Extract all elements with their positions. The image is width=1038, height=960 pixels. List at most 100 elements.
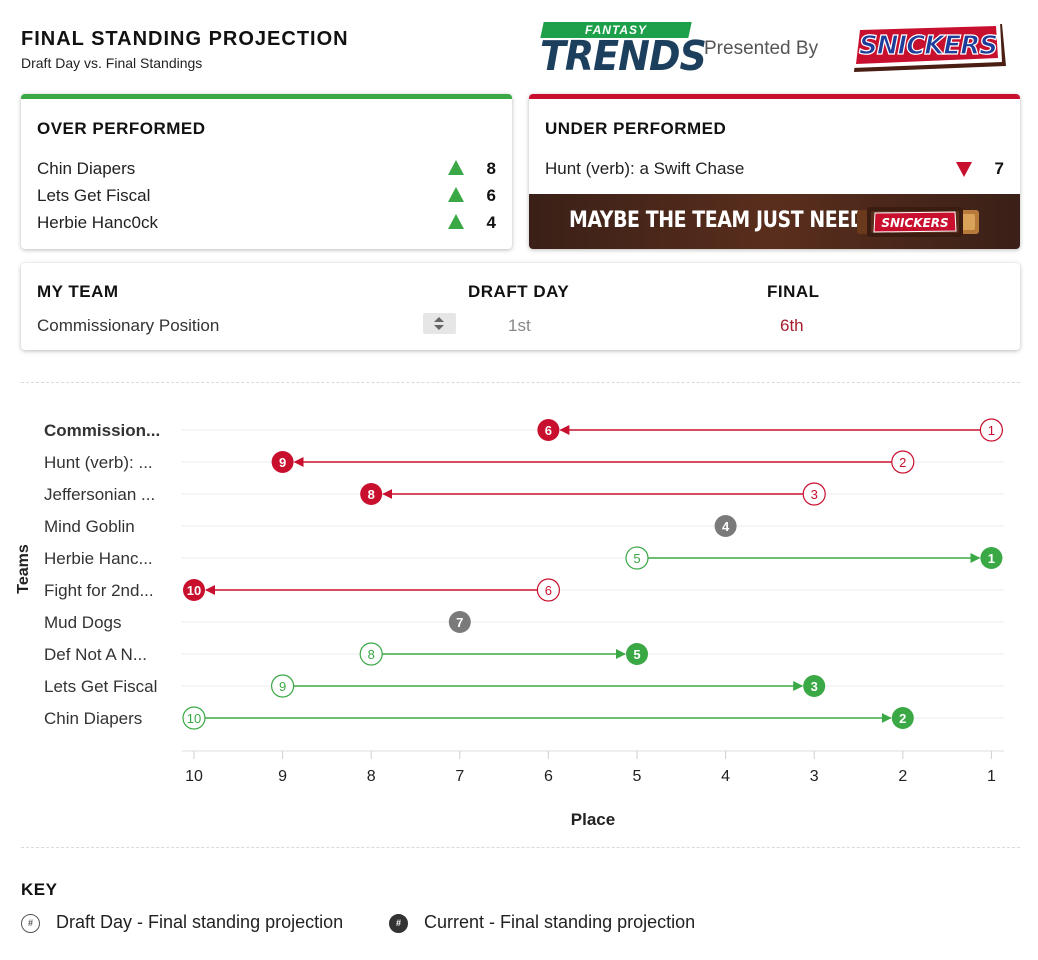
up-arrow-icon [448, 214, 464, 229]
places-gained: 4 [486, 213, 496, 232]
final-point [271, 451, 294, 473]
over-performed-row: Herbie Hanc0ck 4 [37, 210, 496, 237]
over-performed-title: OVER PERFORMED [37, 119, 206, 138]
fantasy-trends-logo[interactable]: FANTASY TRENDS [540, 20, 707, 80]
banner-text: MAYBE THE TEAM JUST NEEDS A [569, 208, 899, 233]
draft-day-point [891, 450, 915, 474]
team-label: Lets Get Fiscal [44, 677, 157, 696]
my-team-header: MY TEAM [37, 282, 119, 301]
page-title: FINAL STANDING PROJECTION [21, 28, 349, 50]
team-labels: Commission... Hunt (verb): ... Jeffersonia… [44, 421, 160, 728]
logo-main-text: TRENDS [540, 32, 707, 80]
under-performed-card: UNDER PERFORMED Hunt (verb): a Swift Cha… [529, 94, 1020, 249]
final-point [980, 547, 1003, 569]
team-label: Chin Diapers [44, 709, 142, 728]
final-point-label: 1 [988, 551, 995, 566]
team-name: Hunt (verb): a Swift Chase [545, 159, 745, 178]
final-point-label: 5 [633, 647, 640, 662]
places-lost: 7 [994, 159, 1004, 178]
divider [21, 382, 1020, 383]
my-team-name: Commissionary Position [37, 316, 220, 335]
team-label: Fight for 2nd... [44, 581, 154, 600]
draft-day-point [359, 642, 383, 666]
draft-day-point-label: 1 [988, 423, 995, 438]
final-point-label: 9 [279, 455, 286, 470]
team-name: Lets Get Fiscal [37, 186, 151, 205]
under-performed-row: Hunt (verb): a Swift Chase 7 [545, 156, 1004, 183]
x-tick-label: 6 [544, 768, 553, 785]
team-label: Commission... [44, 421, 160, 440]
draft-day-header: DRAFT DAY [468, 282, 570, 301]
team-label: Hunt (verb): ... [44, 453, 153, 472]
my-team-card: MY TEAM DRAFT DAY FINAL Commissionary Po… [21, 263, 1020, 350]
presented-by-text: Presented By [704, 38, 819, 59]
draft-day-point-label: 9 [279, 679, 286, 694]
final-point-label: 8 [368, 487, 375, 502]
draft-day-point [536, 578, 561, 602]
final-point [360, 483, 383, 505]
bar-wrapper-text: SNICKERS [881, 216, 948, 230]
team-label: Mud Dogs [44, 613, 121, 632]
page-header: FINAL STANDING PROJECTION Draft Day vs. … [21, 28, 349, 71]
draft-day-point [625, 546, 649, 570]
current-key-label: Current - Final standing projection [424, 912, 696, 932]
snickers-logo[interactable]: SNICKERS [850, 22, 1008, 76]
team-selector-toggle[interactable] [423, 313, 456, 334]
draft-day-point [802, 482, 826, 506]
draft-day-point-label: 2 [899, 455, 906, 470]
final-point [183, 579, 205, 601]
over-performed-row: Lets Get Fiscal 6 [37, 183, 496, 210]
page-subtitle: Draft Day vs. Final Standings [21, 55, 203, 71]
chart-grid [182, 429, 1004, 719]
x-tick-label: 2 [898, 768, 907, 785]
x-axis-label: Place [571, 810, 615, 829]
up-arrow-icon [448, 160, 464, 175]
x-tick-label: 10 [185, 768, 203, 785]
down-arrow-icon [956, 162, 972, 177]
final-point-label: 2 [899, 711, 906, 726]
sort-down-icon [434, 325, 444, 330]
final-point [537, 419, 560, 441]
current-key-icon: # [389, 914, 408, 933]
over-performed-card: OVER PERFORMED Chin Diapers 8 Lets Get F… [21, 94, 512, 249]
x-tick-label: 5 [633, 768, 642, 785]
final-point [714, 515, 737, 537]
x-tick-label: 8 [367, 768, 376, 785]
draft-day-point [271, 674, 295, 698]
draft-day-point-label: 3 [811, 487, 818, 502]
draft-day-value: 1st [508, 316, 531, 335]
key-title: KEY [21, 880, 58, 899]
chart-marks: 1 6 2 9 3 8 4 5 1 6 10 7 8 5 9 3 10 2 [182, 418, 1004, 730]
x-tick-label: 9 [278, 768, 287, 785]
draft-day-point-label: 6 [545, 583, 552, 598]
draft-day-point-label: 8 [368, 647, 375, 662]
draft-day-point-label: 10 [187, 711, 201, 726]
sort-up-icon [434, 317, 444, 322]
draft-day-point [979, 418, 1004, 442]
x-tick-label: 4 [721, 768, 730, 785]
team-label: Jeffersonian ... [44, 485, 155, 504]
standings-chart: Commission... Hunt (verb): ... Jeffersonia… [15, 418, 1004, 829]
brand-area: FANTASY TRENDS Presented By SNICKERS [540, 20, 1010, 80]
final-value: 6th [780, 316, 804, 335]
x-tick-label: 1 [987, 768, 996, 785]
x-tick-label: 7 [455, 768, 464, 785]
places-gained: 6 [486, 186, 496, 205]
snickers-bar-image: SNICKERS [857, 207, 979, 237]
over-performed-row: Chin Diapers 8 [37, 156, 496, 183]
places-gained: 8 [486, 159, 496, 178]
under-performed-title: UNDER PERFORMED [545, 119, 727, 138]
team-label: Def Not A N... [44, 645, 147, 664]
final-point-label: 7 [456, 615, 463, 630]
final-point-label: 10 [187, 583, 201, 598]
sponsor-banner[interactable]: MAYBE THE TEAM JUST NEEDS A SNICKERS [529, 194, 1020, 249]
snickers-logo-text: SNICKERS [859, 31, 997, 61]
draft-day-key-icon: # [21, 914, 40, 933]
divider [21, 847, 1020, 848]
team-label: Herbie Hanc... [44, 549, 153, 568]
final-header: FINAL [767, 282, 820, 301]
final-point-label: 4 [722, 519, 730, 534]
draft-day-key-label: Draft Day - Final standing projection [56, 912, 344, 932]
team-name: Herbie Hanc0ck [37, 213, 158, 232]
team-label: Mind Goblin [44, 517, 135, 536]
